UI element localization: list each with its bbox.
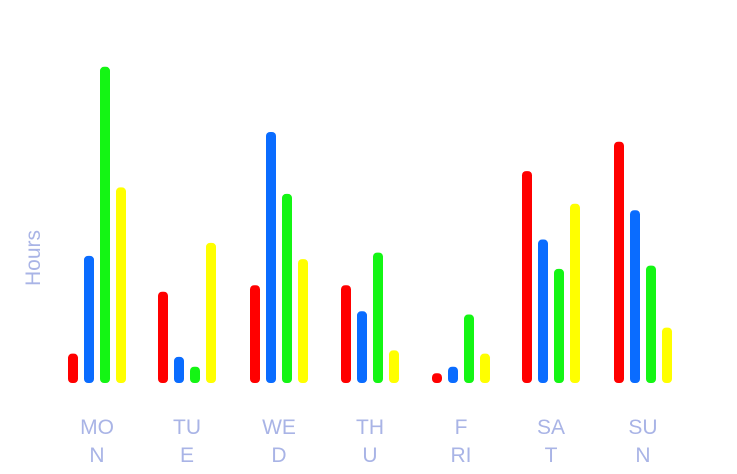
bar-sun-series-4 xyxy=(662,327,672,383)
x-tick-label-wed-line-1: WE xyxy=(262,416,296,439)
bar-sun-series-3 xyxy=(646,265,656,383)
bar-wed-series-1 xyxy=(250,285,260,383)
bar-fri-series-3 xyxy=(464,314,474,383)
x-tick-label-sun-line-2: N xyxy=(635,444,650,467)
x-tick-label-thu-line-2: U xyxy=(362,444,377,467)
x-tick-label-sat-line-1: SA xyxy=(537,416,565,439)
bar-tue-series-3 xyxy=(190,366,200,383)
bar-tue-series-4 xyxy=(206,242,216,383)
bar-tue-series-1 xyxy=(158,291,168,383)
bar-wed-series-4 xyxy=(298,259,308,383)
bar-sat-series-1 xyxy=(522,171,532,383)
bar-sun-series-1 xyxy=(614,141,624,383)
bar-mon-series-2 xyxy=(84,255,94,383)
bar-mon-series-1 xyxy=(68,353,78,383)
bar-fri-series-4 xyxy=(480,353,490,383)
x-tick-label-wed-line-2: D xyxy=(271,444,286,467)
bar-sat-series-2 xyxy=(538,239,548,383)
x-tick-label-fri-line-1: F xyxy=(455,416,468,439)
bar-thu-series-2 xyxy=(357,311,367,383)
bar-mon-series-3 xyxy=(100,66,110,383)
bar-wed-series-2 xyxy=(266,131,276,383)
x-tick-label-sun-line-1: SU xyxy=(628,416,657,439)
bar-sun-series-2 xyxy=(630,210,640,383)
x-tick-label-mon-line-1: MO xyxy=(80,416,114,439)
bar-wed-series-3 xyxy=(282,193,292,383)
x-tick-label-tue-line-1: TU xyxy=(173,416,201,439)
bar-tue-series-2 xyxy=(174,356,184,383)
x-tick-label-sat-line-2: T xyxy=(545,444,558,467)
x-tick-label-mon-line-2: N xyxy=(89,444,104,467)
bar-thu-series-4 xyxy=(389,350,399,383)
x-tick-label-thu-line-1: TH xyxy=(356,416,384,439)
bar-mon-series-4 xyxy=(116,187,126,383)
bar-sat-series-3 xyxy=(554,268,564,383)
y-axis-label: Hours xyxy=(22,229,45,287)
bar-thu-series-1 xyxy=(341,285,351,383)
bar-fri-series-1 xyxy=(432,373,442,383)
bar-sat-series-4 xyxy=(570,203,580,383)
x-tick-label-tue-line-2: E xyxy=(180,444,194,467)
x-tick-label-fri-line-2: RI xyxy=(451,444,472,467)
bar-thu-series-3 xyxy=(373,252,383,383)
bar-fri-series-2 xyxy=(448,366,458,383)
